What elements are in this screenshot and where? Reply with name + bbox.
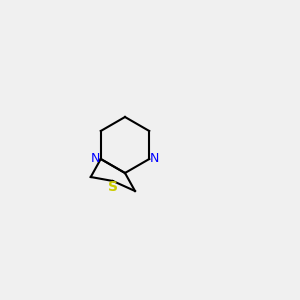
Text: S: S: [108, 180, 118, 194]
Text: N: N: [91, 152, 101, 166]
Text: N: N: [150, 152, 159, 166]
